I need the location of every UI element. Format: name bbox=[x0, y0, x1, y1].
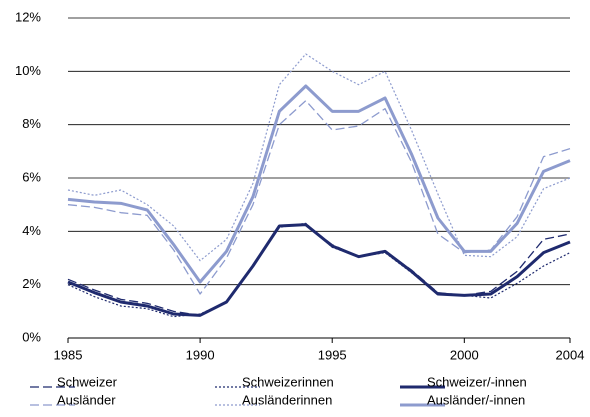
x-tick-label: 2000 bbox=[450, 347, 479, 362]
y-tick-label: 6% bbox=[22, 169, 41, 184]
legend-label: Schweizer/-innen bbox=[427, 374, 527, 389]
y-tick-label: 8% bbox=[22, 116, 41, 131]
x-tick-label: 2004 bbox=[556, 347, 585, 362]
legend-label: Schweizer bbox=[57, 374, 118, 389]
y-tick-label: 10% bbox=[15, 63, 41, 78]
series-line bbox=[67, 223, 571, 317]
series-line bbox=[67, 100, 571, 295]
x-tick-label: 1995 bbox=[318, 347, 347, 362]
series-line bbox=[67, 222, 571, 318]
x-tick-label: 1990 bbox=[186, 347, 215, 362]
y-tick-label: 4% bbox=[22, 223, 41, 238]
legend-label: Ausländer/-innen bbox=[427, 392, 525, 407]
legend-label: Schweizerinnen bbox=[242, 374, 334, 389]
y-tick-label: 12% bbox=[15, 9, 41, 24]
y-tick-label: 2% bbox=[22, 276, 41, 291]
series-line bbox=[67, 224, 571, 316]
series-line bbox=[67, 84, 571, 284]
series-line bbox=[67, 53, 571, 262]
y-tick-label: 0% bbox=[22, 329, 41, 344]
legend-label: Ausländer bbox=[57, 392, 116, 407]
x-tick-label: 1985 bbox=[54, 347, 83, 362]
legend-label: Ausländerinnen bbox=[242, 392, 332, 407]
